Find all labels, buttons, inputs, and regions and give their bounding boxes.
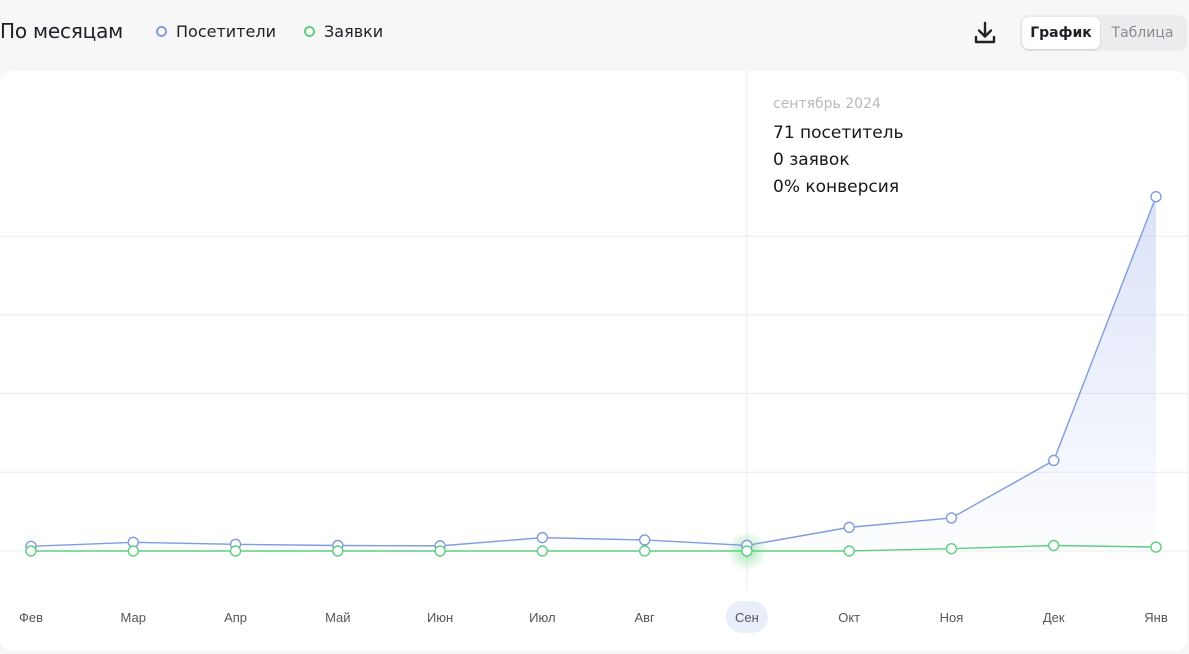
requests-point xyxy=(843,545,855,557)
x-tick-label: Апр xyxy=(224,610,247,625)
x-tick-label: Окт xyxy=(838,610,860,625)
requests-point xyxy=(25,545,37,557)
x-tick-label: Сен xyxy=(735,610,759,625)
x-tick-label: Авг xyxy=(634,610,655,625)
tooltip-requests: 0 заявок xyxy=(773,150,850,170)
header: По месяцам Посетители Заявки График Табл… xyxy=(0,0,1189,66)
tab-table[interactable]: Таблица xyxy=(1111,25,1174,41)
legend-dot-requests xyxy=(304,26,315,37)
page-title: По месяцам xyxy=(0,19,124,43)
x-tick-label: Июн xyxy=(427,610,453,625)
view-toggle: График Таблица xyxy=(1020,15,1187,51)
visitors-point xyxy=(638,534,651,546)
legend-item-visitors[interactable]: Посетители xyxy=(156,22,276,41)
requests-point xyxy=(1048,539,1060,552)
x-tick-label: Фев xyxy=(19,610,43,625)
visitors-point xyxy=(945,512,958,524)
visitors-line xyxy=(30,196,1157,547)
chart-card: Фев Мар Апр Май Июн Июл Авг Сен Окт Ноя Дек Янв сен… xyxy=(0,71,1187,651)
requests-point xyxy=(332,545,344,557)
visitors-point xyxy=(843,521,855,534)
legend-dot-visitors xyxy=(156,26,167,37)
visitors-point xyxy=(1048,454,1060,467)
requests-point xyxy=(434,545,446,557)
chart-tooltip: сентябрь 2024 71 посетитель 0 заявок 0% … xyxy=(773,96,904,201)
visitors-area xyxy=(31,196,1156,551)
legend-label-visitors: Посетители xyxy=(176,22,276,41)
visitors-point xyxy=(1150,191,1162,203)
tooltip-conversion: 0% конверсия xyxy=(773,177,900,197)
download-icon[interactable] xyxy=(972,20,998,46)
x-tick-label: Ноя xyxy=(940,610,964,625)
requests-line xyxy=(31,544,1157,552)
x-tick-label: Дек xyxy=(1043,610,1065,625)
tooltip-date: сентябрь 2024 xyxy=(773,96,881,112)
requests-point xyxy=(638,545,651,557)
line-chart: Фев Мар Апр Май Июн Июл Авг Сен Окт Ноя Дек Янв xyxy=(0,71,1187,633)
requests-point xyxy=(1150,541,1162,553)
requests-point xyxy=(741,545,753,557)
x-tick-label: Май xyxy=(325,610,350,625)
x-tick-label: Янв xyxy=(1144,610,1168,625)
requests-point xyxy=(536,545,549,557)
requests-point xyxy=(229,545,242,557)
legend-item-requests[interactable]: Заявки xyxy=(304,22,383,41)
legend-label-requests: Заявки xyxy=(324,22,384,41)
x-tick-label: Июл xyxy=(529,610,555,625)
x-tick-label: Мар xyxy=(121,610,146,625)
requests-point xyxy=(127,545,139,557)
requests-point xyxy=(945,542,958,555)
active-label-pill xyxy=(725,601,768,633)
tab-chart[interactable]: График xyxy=(1022,17,1100,49)
visitors-point xyxy=(536,531,549,544)
tooltip-visitors: 71 посетитель xyxy=(773,123,904,143)
